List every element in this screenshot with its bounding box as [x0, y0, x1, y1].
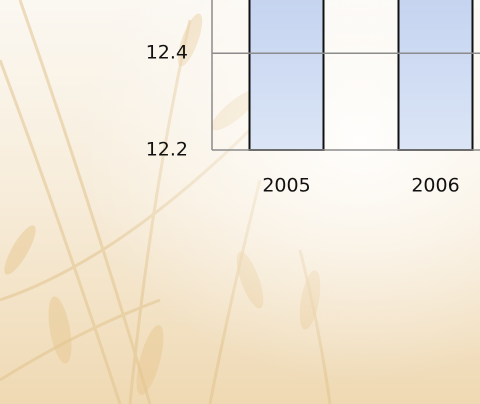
bar [248, 0, 325, 151]
y-tick-label: 12.2 [146, 139, 188, 161]
bar [397, 0, 474, 151]
x-tick-label: 2006 [411, 175, 459, 197]
plot [248, 0, 474, 151]
x-tick-label: 2005 [262, 175, 310, 197]
y-tick-label: 12.4 [146, 42, 188, 64]
